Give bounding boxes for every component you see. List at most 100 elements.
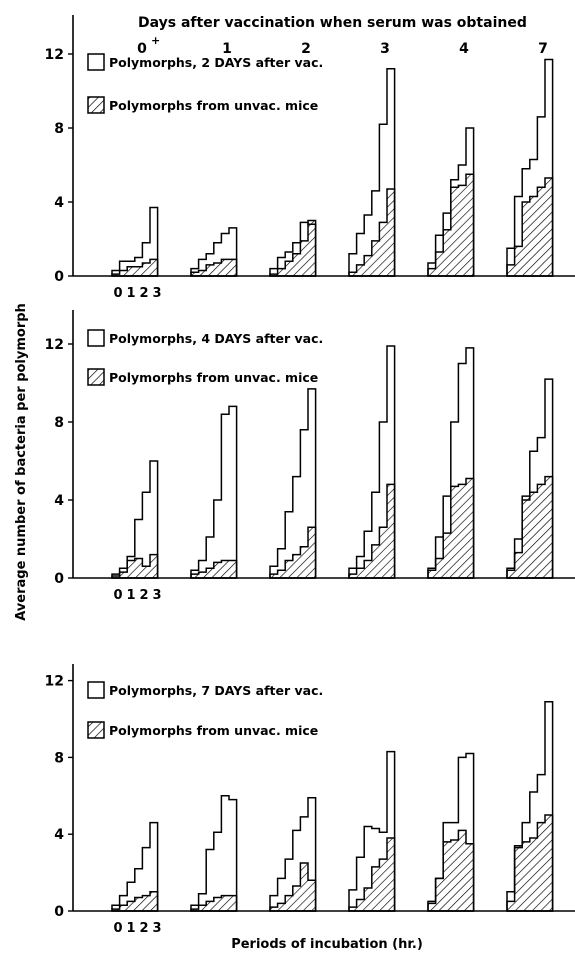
day-group bbox=[427, 752, 475, 912]
unvac-histogram bbox=[427, 829, 475, 912]
y-tick-label: 0 bbox=[54, 904, 64, 920]
vac-histogram bbox=[269, 796, 317, 912]
day-group bbox=[190, 795, 238, 912]
period-label: 3 bbox=[152, 286, 161, 301]
unvac-histogram bbox=[348, 483, 396, 579]
unvac-histogram bbox=[506, 814, 554, 912]
period-label: 3 bbox=[152, 921, 161, 936]
day-group: 2 bbox=[269, 41, 317, 277]
unvac-histogram bbox=[348, 188, 396, 277]
y-tick-label: 8 bbox=[54, 121, 64, 137]
unvac-histogram bbox=[506, 177, 554, 277]
day-group bbox=[269, 796, 317, 912]
legend-open-swatch bbox=[87, 681, 105, 699]
legend-open-swatch bbox=[87, 53, 105, 71]
y-tick-label: 12 bbox=[45, 47, 64, 63]
period-label: 2 bbox=[139, 588, 148, 603]
period-label: 2 bbox=[139, 286, 148, 301]
unvac-histogram bbox=[190, 258, 238, 277]
legend-label: Polymorphs from unvac. mice bbox=[109, 98, 318, 113]
vac-histogram bbox=[269, 388, 317, 579]
legend-label: Polymorphs from unvac. mice bbox=[109, 370, 318, 385]
day-label: 4 bbox=[459, 41, 469, 57]
day-label: 1 bbox=[222, 41, 232, 57]
x-axis-label: Periods of incubation (hr.) bbox=[231, 937, 423, 952]
vac-histogram bbox=[269, 221, 317, 277]
vac-histogram bbox=[506, 58, 554, 277]
vac-histogram bbox=[190, 795, 238, 912]
day-group: 1 bbox=[190, 41, 238, 277]
day-group: 3 bbox=[348, 41, 396, 277]
vac-histogram bbox=[427, 127, 475, 277]
day-group: 0+ bbox=[111, 34, 160, 277]
day-superscript: + bbox=[151, 34, 160, 47]
period-label: 2 bbox=[139, 921, 148, 936]
y-tick-label: 12 bbox=[45, 674, 64, 690]
day-group bbox=[348, 345, 396, 579]
period-label: 3 bbox=[152, 588, 161, 603]
unvac-histogram bbox=[190, 559, 238, 579]
day-group bbox=[506, 378, 554, 579]
vac-histogram bbox=[506, 700, 554, 912]
vac-histogram bbox=[506, 378, 554, 579]
legend-label: Polymorphs from unvac. mice bbox=[109, 723, 318, 738]
day-group bbox=[269, 388, 317, 579]
day-group bbox=[111, 460, 159, 579]
period-label: 0 bbox=[113, 588, 122, 603]
day-label: 0 bbox=[137, 41, 147, 57]
y-tick-label: 4 bbox=[54, 827, 64, 843]
unvac-histogram bbox=[111, 258, 159, 277]
period-label: 0 bbox=[113, 286, 122, 301]
unvac-histogram bbox=[269, 526, 317, 579]
vac-histogram bbox=[427, 347, 475, 579]
y-tick-label: 8 bbox=[54, 750, 64, 766]
day-label: 2 bbox=[301, 41, 311, 57]
y-tick-label: 12 bbox=[45, 337, 64, 353]
day-group bbox=[506, 700, 554, 912]
top-axis-title: Days after vaccination when serum was ob… bbox=[138, 15, 527, 31]
day-group bbox=[348, 750, 396, 912]
y-axis-label: Average number of bacteria per polymorph bbox=[14, 303, 29, 621]
vac-histogram bbox=[111, 821, 159, 912]
vac-histogram bbox=[111, 460, 159, 579]
period-label: 1 bbox=[126, 921, 135, 936]
legend-hatched-swatch bbox=[87, 721, 105, 739]
legend-open-swatch bbox=[87, 329, 105, 347]
legend-label: Polymorphs, 7 DAYS after vac. bbox=[109, 683, 323, 698]
unvac-histogram bbox=[111, 891, 159, 912]
period-label: 1 bbox=[126, 286, 135, 301]
vac-histogram bbox=[190, 227, 238, 277]
day-label: 7 bbox=[538, 41, 548, 57]
vac-histogram bbox=[348, 345, 396, 579]
y-tick-label: 8 bbox=[54, 415, 64, 431]
period-label: 1 bbox=[126, 588, 135, 603]
vac-histogram bbox=[190, 405, 238, 579]
day-group: 4 bbox=[427, 41, 475, 277]
vac-histogram bbox=[111, 206, 159, 277]
y-tick-label: 0 bbox=[54, 571, 64, 587]
vac-histogram bbox=[348, 750, 396, 912]
y-tick-label: 4 bbox=[54, 195, 64, 211]
day-group: 7 bbox=[506, 41, 554, 277]
unvac-histogram bbox=[190, 894, 238, 912]
day-group bbox=[427, 347, 475, 579]
legend-hatched-swatch bbox=[87, 96, 105, 114]
y-tick-label: 0 bbox=[54, 269, 64, 285]
legend-label: Polymorphs, 2 DAYS after vac. bbox=[109, 55, 323, 70]
y-tick-label: 4 bbox=[54, 493, 64, 509]
legend-label: Polymorphs, 4 DAYS after vac. bbox=[109, 331, 323, 346]
unvac-histogram bbox=[348, 837, 396, 912]
day-group bbox=[111, 821, 159, 912]
period-label: 0 bbox=[113, 921, 122, 936]
unvac-histogram bbox=[269, 862, 317, 912]
legend-hatched-swatch bbox=[87, 368, 105, 386]
vac-histogram bbox=[427, 752, 475, 912]
unvac-histogram bbox=[269, 219, 317, 277]
day-group bbox=[190, 405, 238, 579]
vac-histogram bbox=[348, 68, 396, 277]
day-label: 3 bbox=[380, 41, 390, 57]
